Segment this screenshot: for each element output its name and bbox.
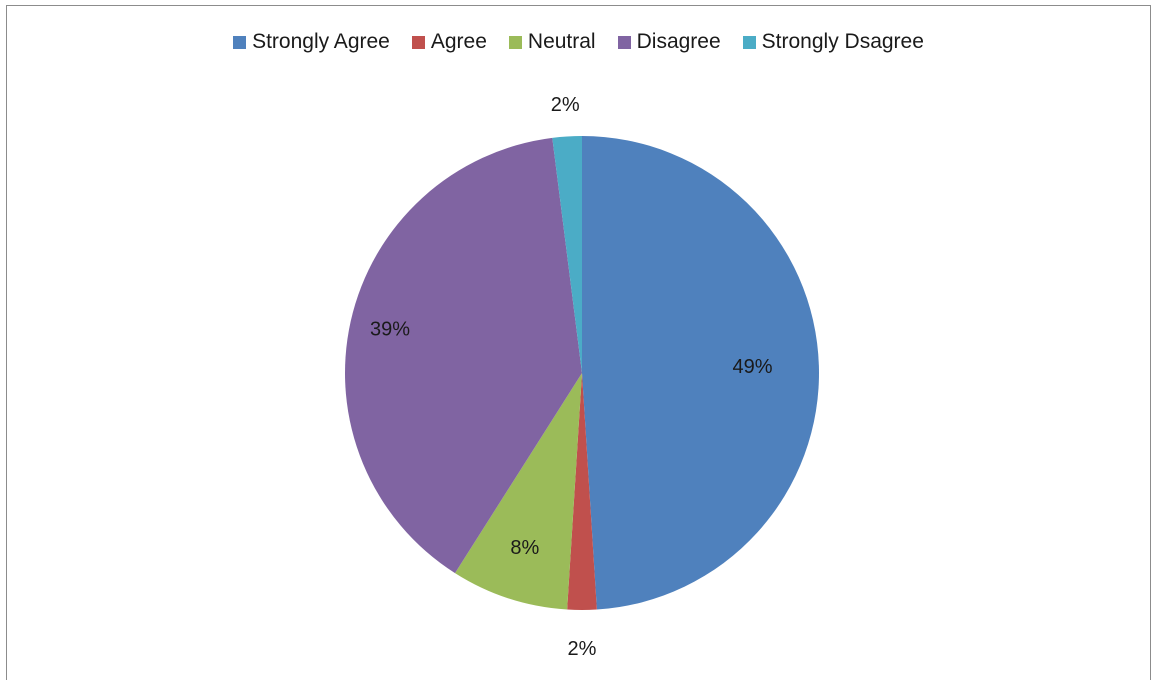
legend-label: Strongly Agree	[252, 30, 390, 53]
slice-data-label: 39%	[370, 318, 410, 340]
legend-swatch	[617, 35, 631, 49]
legend-label: Neutral	[527, 30, 596, 53]
legend-item: Disagree	[617, 30, 721, 54]
legend: Strongly Agree Agree Neutral Disagree Strong…	[0, 30, 1157, 54]
slice-data-label: 2%	[551, 94, 580, 116]
legend-swatch	[742, 35, 756, 49]
legend-swatch	[233, 35, 247, 49]
legend-item: Neutral	[508, 30, 596, 54]
pie-slice-strongly-dsagree	[552, 136, 582, 373]
pie-slice-strongly-agree	[582, 136, 819, 610]
legend-item: Agree	[411, 30, 487, 54]
legend-item: Strongly Agree	[233, 30, 390, 54]
pie-slice-neutral	[455, 373, 582, 610]
legend-item: Strongly Dsagree	[742, 30, 924, 54]
pie-slice-agree	[567, 373, 597, 611]
legend-swatch	[508, 35, 522, 49]
slice-data-label: 2%	[568, 638, 597, 660]
legend-label: Strongly Dsagree	[761, 30, 924, 53]
slice-data-label: 49%	[733, 356, 773, 378]
slice-data-label: 8%	[510, 537, 539, 559]
legend-label: Disagree	[636, 30, 721, 53]
pie-slice-disagree	[345, 137, 582, 574]
legend-label: Agree	[430, 30, 487, 53]
legend-swatch	[411, 35, 425, 49]
